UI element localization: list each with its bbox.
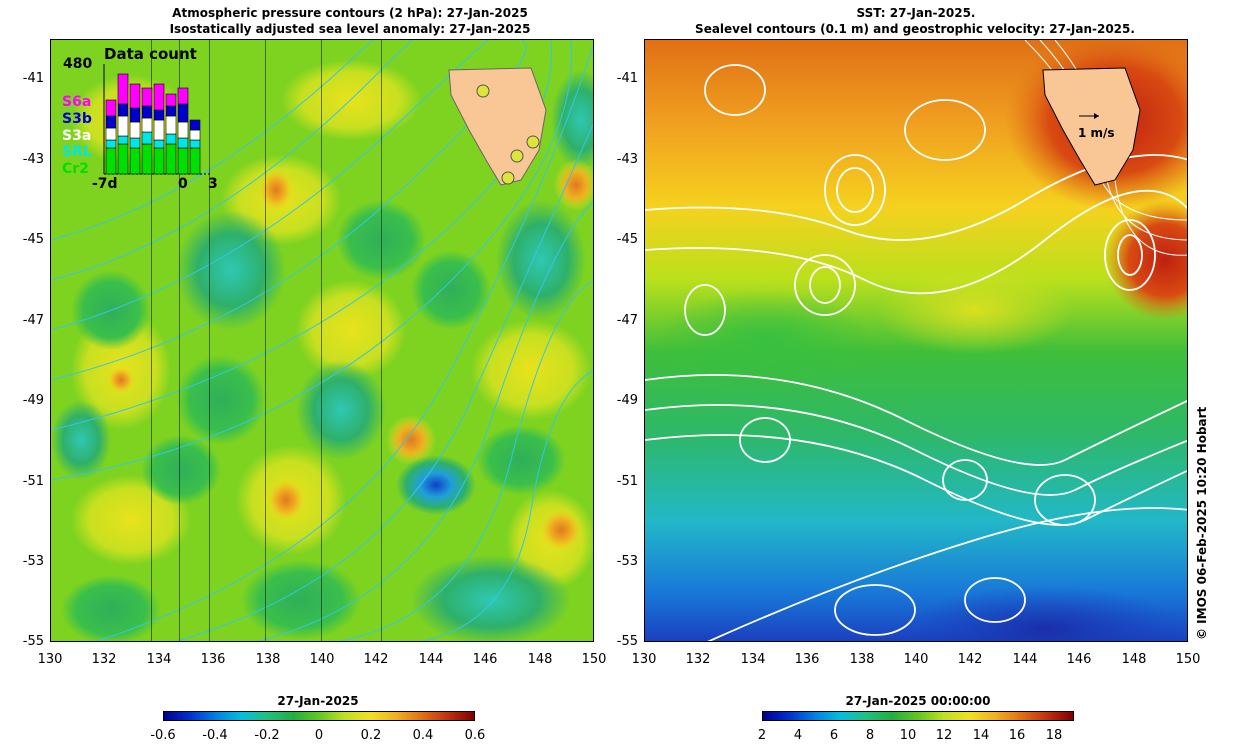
data-count-title: Data count <box>104 45 197 63</box>
left-colorbar-tick: 0.2 <box>360 728 382 743</box>
imos-credit: © IMOS 06-Feb-2025 10:20 Hobart <box>1195 406 1209 640</box>
right-colorbar-tick: 12 <box>935 728 953 743</box>
data-count-inset <box>103 64 212 175</box>
left-x-tick: 146 <box>472 652 498 667</box>
left-x-tick: 130 <box>37 652 63 667</box>
right-x-tick: 132 <box>685 652 711 667</box>
right-x-tick: 148 <box>1121 652 1147 667</box>
sst-field <box>645 40 1187 641</box>
left-colorbar-tick: -0.2 <box>254 728 280 743</box>
velocity-scale-label: 1 m/s <box>1078 126 1115 140</box>
inset-x-label-end: 3 <box>208 176 218 192</box>
right-x-tick: 130 <box>631 652 657 667</box>
right-colorbar <box>762 711 1074 721</box>
right-x-tick: 134 <box>740 652 766 667</box>
left-x-tick: 144 <box>418 652 444 667</box>
left-y-tick: -55 <box>22 634 44 649</box>
data-count-max: 480 <box>63 56 93 72</box>
right-colorbar-tick: 4 <box>793 728 803 743</box>
left-colorbar-tick: 0.6 <box>464 728 486 743</box>
tasmania-landmass-sst <box>1042 67 1141 186</box>
left-y-tick: -51 <box>22 474 44 489</box>
right-y-tick: -55 <box>616 634 638 649</box>
left-x-tick: 136 <box>200 652 226 667</box>
left-y-tick: -49 <box>22 393 44 408</box>
left-x-tick: 150 <box>581 652 607 667</box>
right-x-tick: 140 <box>903 652 929 667</box>
left-x-tick: 132 <box>91 652 117 667</box>
sst-map <box>644 39 1188 642</box>
right-y-tick: -45 <box>616 232 638 247</box>
right-x-tick: 144 <box>1012 652 1038 667</box>
left-colorbar-tick: 0 <box>314 728 324 743</box>
left-x-tick: 142 <box>363 652 389 667</box>
right-y-tick: -41 <box>616 71 638 86</box>
right-colorbar-tick: 14 <box>972 728 990 743</box>
right-title-line1: SST: 27-Jan-2025. <box>856 6 976 20</box>
inset-x-label-zero: 0 <box>178 176 188 192</box>
left-x-tick: 148 <box>527 652 553 667</box>
right-y-tick: -49 <box>616 393 638 408</box>
right-x-tick: 136 <box>794 652 820 667</box>
legend-s3a: S3a <box>62 128 92 144</box>
left-colorbar-title: 27-Jan-2025 <box>277 694 359 708</box>
right-colorbar-title: 27-Jan-2025 00:00:00 <box>845 694 991 708</box>
right-colorbar-tick: 10 <box>899 728 917 743</box>
legend-cr2: Cr2 <box>62 161 89 177</box>
left-title-line2: Isostatically adjusted sea level anomaly… <box>169 22 531 36</box>
left-colorbar-tick: -0.4 <box>202 728 228 743</box>
legend-s3b: S3b <box>62 111 92 127</box>
right-colorbar-tick: 2 <box>757 728 767 743</box>
legend-srl: SRL <box>62 144 92 160</box>
left-colorbar-tick: 0.4 <box>412 728 434 743</box>
legend-s6a: S6a <box>62 94 92 110</box>
right-y-tick: -47 <box>616 313 638 328</box>
left-y-tick: -41 <box>22 71 44 86</box>
right-colorbar-tick: 16 <box>1008 728 1026 743</box>
left-y-tick: -47 <box>22 313 44 328</box>
left-colorbar <box>163 711 475 721</box>
tasmania-landmass <box>448 67 547 186</box>
right-x-tick: 142 <box>957 652 983 667</box>
right-x-tick: 150 <box>1175 652 1201 667</box>
left-x-tick: 140 <box>309 652 335 667</box>
left-x-tick: 138 <box>255 652 281 667</box>
left-colorbar-tick: -0.6 <box>150 728 176 743</box>
left-y-tick: -45 <box>22 232 44 247</box>
left-y-tick: -53 <box>22 554 44 569</box>
right-y-tick: -53 <box>616 554 638 569</box>
right-y-tick: -51 <box>616 474 638 489</box>
right-x-tick: 146 <box>1066 652 1092 667</box>
left-y-tick: -43 <box>22 152 44 167</box>
right-colorbar-tick: 6 <box>829 728 839 743</box>
left-title-line1: Atmospheric pressure contours (2 hPa): 2… <box>172 6 528 20</box>
inset-x-label-start: -7d <box>92 176 118 192</box>
left-x-tick: 134 <box>146 652 172 667</box>
right-y-tick: -43 <box>616 152 638 167</box>
right-title-line2: Sealevel contours (0.1 m) and geostrophi… <box>695 22 1135 36</box>
right-x-tick: 138 <box>849 652 875 667</box>
right-colorbar-tick: 8 <box>865 728 875 743</box>
right-colorbar-tick: 18 <box>1045 728 1063 743</box>
